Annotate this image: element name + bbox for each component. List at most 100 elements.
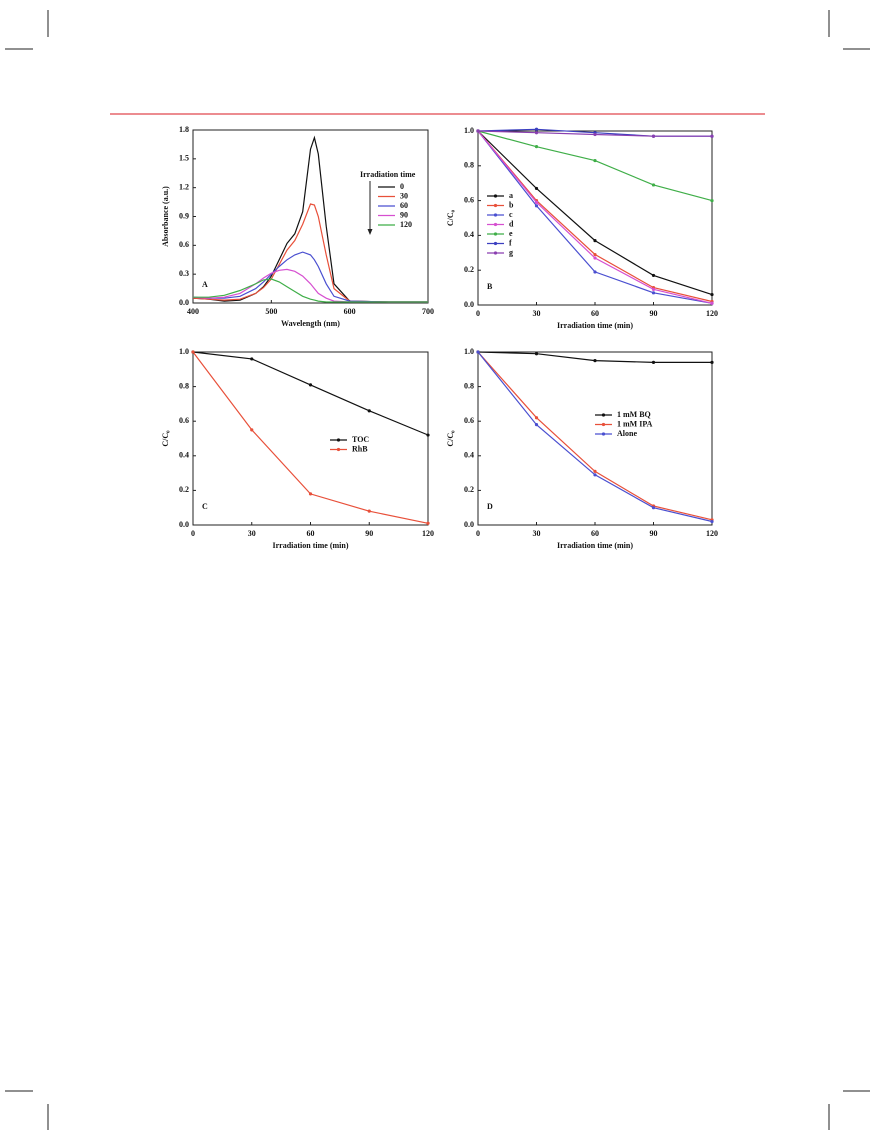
data-point	[367, 409, 371, 413]
chart: 0 30 60 90 120 0.0 0.2 0.4 0.6 0.8 1.0 Irradiation …	[446, 347, 718, 550]
x-tick-label: 0	[476, 309, 480, 318]
legend-marker	[601, 432, 606, 436]
legend-marker	[493, 203, 498, 208]
data-point	[710, 134, 714, 138]
panel-label: D	[487, 502, 493, 511]
y-tick-label: 0.0	[464, 520, 474, 529]
y-tick-label: 1.2	[179, 182, 189, 191]
legend-marker	[336, 447, 341, 452]
y-tick-label: 0.2	[464, 265, 474, 274]
plot-frame	[192, 351, 429, 526]
x-tick-label: 700	[422, 307, 434, 316]
series-line	[192, 203, 428, 303]
x-tick-label: 90	[650, 309, 658, 318]
x-tick-label: 60	[591, 309, 599, 318]
data-point	[250, 357, 254, 361]
x-tick-label: 120	[706, 529, 718, 538]
x-tick-label: 90	[365, 529, 373, 538]
data-point	[367, 509, 371, 513]
legend-label: RhB	[352, 444, 368, 453]
data-point	[534, 131, 539, 135]
data-point	[593, 270, 597, 274]
x-tick-label: 30	[533, 529, 541, 538]
data-point	[476, 350, 480, 354]
data-point	[710, 519, 714, 524]
data-point	[308, 492, 313, 496]
y-axis-label: Absorbance (a.u.)	[161, 186, 170, 247]
legend-label: f	[509, 238, 512, 247]
data-point	[710, 360, 714, 364]
data-point	[426, 521, 430, 525]
x-tick-label: 60	[307, 529, 315, 538]
panel-label: C	[202, 502, 208, 511]
data-point	[710, 292, 714, 297]
legend-marker	[493, 222, 498, 227]
data-point	[534, 416, 539, 420]
y-tick-label: 0.4	[464, 230, 474, 239]
data-point	[534, 127, 539, 131]
data-point	[308, 383, 313, 387]
data-point	[593, 469, 597, 473]
data-point	[534, 186, 539, 191]
y-tick-label: 0.8	[464, 381, 474, 390]
y-tick-label: 0.2	[179, 485, 189, 494]
data-point	[426, 433, 430, 437]
y-tick-label: 0.4	[464, 451, 474, 460]
legend-title: Irradiation time	[360, 170, 416, 179]
legend-marker	[493, 232, 498, 236]
y-axis-label: C/C₀	[446, 430, 455, 447]
series-line	[192, 268, 428, 303]
data-point	[710, 199, 714, 203]
data-point	[651, 291, 656, 295]
y-axis-label: C/C₀	[161, 430, 170, 447]
plot-frame	[477, 130, 713, 306]
x-tick-label: 90	[650, 529, 658, 538]
legend-label: c	[509, 210, 513, 219]
data-point	[534, 423, 539, 427]
legend-marker	[493, 251, 498, 255]
legend-label: 60	[400, 201, 408, 210]
legend-label: a	[509, 191, 513, 200]
legend-label: g	[509, 248, 513, 257]
data-point	[534, 352, 539, 356]
series-line	[193, 278, 428, 303]
series-line	[477, 351, 713, 521]
data-point	[593, 158, 597, 163]
data-point	[710, 301, 714, 305]
x-axis-label: Irradiation time (min)	[273, 541, 349, 550]
data-point	[534, 204, 539, 208]
y-tick-label: 0.6	[179, 240, 189, 249]
data-point	[651, 506, 656, 510]
data-point	[651, 183, 656, 187]
data-point	[651, 134, 656, 138]
panel-label: B	[487, 282, 493, 291]
data-point	[651, 360, 656, 364]
x-axis-label: Irradiation time (min)	[557, 321, 633, 330]
plot-frame	[192, 129, 429, 304]
y-axis-label: C/C₀	[446, 209, 455, 226]
x-tick-label: 60	[591, 529, 599, 538]
series-line	[477, 130, 713, 304]
x-axis-label: Irradiation time (min)	[557, 541, 633, 550]
legend-label: b	[509, 200, 514, 209]
x-tick-label: 120	[422, 529, 434, 538]
legend-label: e	[509, 229, 513, 238]
crop-marks	[5, 10, 870, 1130]
legend-marker	[493, 194, 498, 198]
data-point	[191, 350, 195, 354]
x-tick-label: 500	[265, 307, 277, 316]
data-point	[476, 129, 480, 133]
legend-arrowhead	[367, 229, 373, 235]
y-tick-label: 0.3	[179, 269, 189, 278]
data-point	[593, 359, 597, 363]
chart: 400 500 600 7000.00.30.60.91.21.51.8Wavelen…	[161, 125, 434, 328]
legend-marker	[601, 422, 606, 427]
x-axis-label: Wavelength (nm)	[281, 319, 340, 328]
plot-frame	[477, 351, 713, 526]
data-point	[534, 200, 539, 204]
series-line	[192, 351, 429, 524]
data-point	[651, 287, 656, 291]
x-tick-label: 30	[248, 529, 256, 538]
